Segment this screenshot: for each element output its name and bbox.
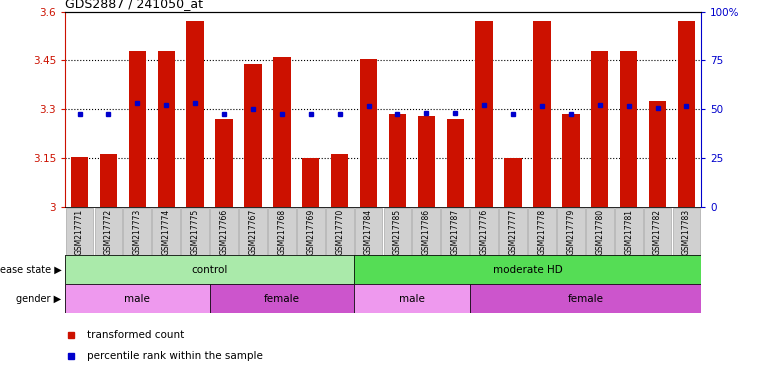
Text: male: male bbox=[124, 293, 150, 304]
Bar bbox=[620, 51, 637, 207]
Text: GSM217769: GSM217769 bbox=[306, 209, 316, 255]
Bar bbox=[476, 22, 493, 207]
Bar bbox=[273, 57, 290, 207]
Bar bbox=[268, 208, 296, 255]
Bar bbox=[586, 208, 614, 255]
Bar bbox=[447, 119, 464, 207]
Text: female: female bbox=[264, 293, 300, 304]
Bar bbox=[562, 114, 580, 207]
Bar bbox=[470, 208, 498, 255]
Bar bbox=[66, 208, 93, 255]
Bar bbox=[152, 208, 180, 255]
Bar bbox=[649, 101, 666, 207]
Text: GSM217776: GSM217776 bbox=[480, 209, 489, 255]
Text: GSM217779: GSM217779 bbox=[566, 209, 575, 255]
Text: GSM217771: GSM217771 bbox=[75, 209, 84, 255]
Bar bbox=[100, 154, 117, 207]
Bar bbox=[158, 51, 175, 207]
Bar bbox=[354, 255, 701, 284]
Text: moderate HD: moderate HD bbox=[493, 265, 562, 275]
Text: percentile rank within the sample: percentile rank within the sample bbox=[87, 351, 264, 361]
Text: GSM217777: GSM217777 bbox=[509, 209, 518, 255]
Bar bbox=[71, 157, 88, 207]
Text: GSM217781: GSM217781 bbox=[624, 209, 633, 255]
Bar bbox=[297, 208, 325, 255]
Bar bbox=[129, 51, 146, 207]
Text: GSM217772: GSM217772 bbox=[104, 209, 113, 255]
Text: gender ▶: gender ▶ bbox=[16, 293, 61, 304]
Bar bbox=[123, 208, 151, 255]
Bar bbox=[210, 208, 238, 255]
Text: GSM217783: GSM217783 bbox=[682, 209, 691, 255]
Text: GSM217784: GSM217784 bbox=[364, 209, 373, 255]
Text: GSM217774: GSM217774 bbox=[162, 209, 171, 255]
Bar bbox=[470, 284, 701, 313]
Text: GSM217766: GSM217766 bbox=[220, 209, 228, 255]
Text: GDS2887 / 241050_at: GDS2887 / 241050_at bbox=[65, 0, 203, 10]
Bar bbox=[533, 22, 551, 207]
Bar bbox=[244, 64, 262, 207]
Bar bbox=[591, 51, 608, 207]
Bar bbox=[528, 208, 556, 255]
Text: GSM217787: GSM217787 bbox=[450, 209, 460, 255]
Bar bbox=[302, 159, 319, 207]
Bar bbox=[65, 284, 210, 313]
Text: control: control bbox=[192, 265, 228, 275]
Bar bbox=[65, 255, 354, 284]
Bar bbox=[417, 116, 435, 207]
Text: GSM217767: GSM217767 bbox=[248, 209, 257, 255]
Bar bbox=[557, 208, 584, 255]
Text: male: male bbox=[399, 293, 425, 304]
Text: disease state ▶: disease state ▶ bbox=[0, 265, 61, 275]
Bar bbox=[384, 208, 411, 255]
Bar bbox=[360, 59, 377, 207]
Bar bbox=[441, 208, 469, 255]
Text: GSM217785: GSM217785 bbox=[393, 209, 402, 255]
Bar bbox=[615, 208, 643, 255]
Bar bbox=[215, 119, 233, 207]
Bar bbox=[673, 208, 700, 255]
Bar bbox=[678, 22, 695, 207]
Bar bbox=[504, 159, 522, 207]
Bar bbox=[412, 208, 440, 255]
Text: GSM217786: GSM217786 bbox=[422, 209, 430, 255]
Bar bbox=[186, 22, 204, 207]
Bar bbox=[354, 284, 470, 313]
Text: GSM217775: GSM217775 bbox=[191, 209, 200, 255]
Text: GSM217770: GSM217770 bbox=[336, 209, 344, 255]
Bar bbox=[389, 114, 406, 207]
Text: GSM217768: GSM217768 bbox=[277, 209, 286, 255]
Bar bbox=[182, 208, 209, 255]
Bar bbox=[210, 284, 354, 313]
Text: GSM217773: GSM217773 bbox=[133, 209, 142, 255]
Text: transformed count: transformed count bbox=[87, 330, 185, 340]
Bar bbox=[326, 208, 354, 255]
Text: GSM217778: GSM217778 bbox=[538, 209, 546, 255]
Text: female: female bbox=[568, 293, 604, 304]
Bar bbox=[355, 208, 382, 255]
Text: GSM217782: GSM217782 bbox=[653, 209, 662, 255]
Bar bbox=[643, 208, 672, 255]
Text: GSM217780: GSM217780 bbox=[595, 209, 604, 255]
Bar bbox=[239, 208, 267, 255]
Bar bbox=[94, 208, 123, 255]
Bar bbox=[499, 208, 527, 255]
Bar bbox=[331, 154, 349, 207]
